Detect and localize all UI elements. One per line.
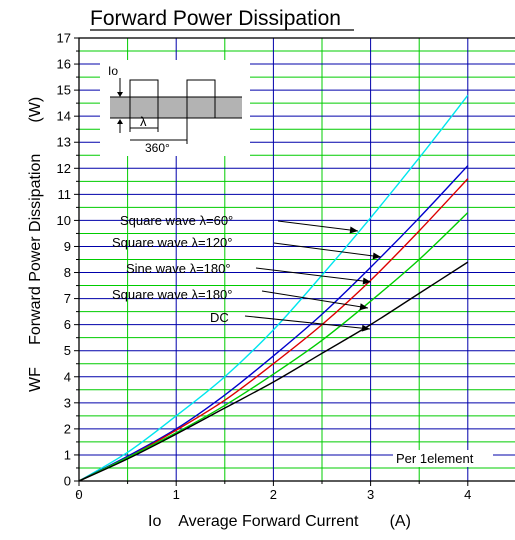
inset-io-label: Io <box>108 64 118 78</box>
series-line-3 <box>78 212 469 482</box>
y-tick-label: 4 <box>64 369 71 384</box>
y-tick-label: 2 <box>64 421 71 436</box>
series-line-0 <box>78 94 469 482</box>
annotation-label: Sine wave λ=180° <box>126 261 231 276</box>
y-tick-label: 11 <box>58 187 72 202</box>
series-layer <box>78 94 469 482</box>
annotation-arrow <box>277 220 359 232</box>
annotation-arrow-head <box>359 303 368 311</box>
per-element-note: Per 1element <box>396 451 474 466</box>
y-tick-label: 16 <box>57 57 71 72</box>
y-axis-label: WF Forward Power Dissipation (W) <box>27 97 44 392</box>
y-tick-label: 13 <box>57 135 71 150</box>
y-tick-label: 10 <box>57 213 71 228</box>
y-tick-label: 15 <box>57 83 71 98</box>
inset-lambda-label: λ <box>140 114 147 129</box>
y-tick-label: 1 <box>64 447 71 462</box>
annotation-label: DC <box>210 310 229 325</box>
x-tick-label: 4 <box>464 487 471 502</box>
x-tick-label: 2 <box>270 487 277 502</box>
y-tick-label: 5 <box>64 343 71 358</box>
annotation-arrow <box>244 315 371 330</box>
y-tick-label: 0 <box>64 474 71 489</box>
annotation-arrow-head <box>362 277 371 285</box>
plot-frame <box>78 37 515 482</box>
y-tick-label: 6 <box>64 317 71 332</box>
y-tick-label: 8 <box>64 265 71 280</box>
annotation-label: Square wave λ=120° <box>112 235 232 250</box>
waveform-inset: Io λ 360° <box>100 60 250 156</box>
x-tick-label: 3 <box>367 487 374 502</box>
annotation-label: Square wave λ=60° <box>120 213 233 228</box>
annotation-arrow <box>261 290 369 309</box>
inset-gray-band <box>110 97 242 118</box>
annotation-arrow <box>273 242 382 258</box>
series-line-1 <box>78 165 469 482</box>
chart-title: Forward Power Dissipation <box>90 7 341 30</box>
y-tick-label: 14 <box>57 109 71 124</box>
y-tick-label: 12 <box>57 161 71 176</box>
annotations: Square wave λ=60° Square wave λ=120° Sine … <box>112 213 382 332</box>
inset-io-arrow-head <box>117 92 123 97</box>
y-tick-label: 7 <box>64 291 71 306</box>
y-tick-label: 9 <box>64 239 71 254</box>
annotation-arrow-head <box>349 226 358 234</box>
y-tick-label: 17 <box>57 31 71 46</box>
x-tick-label: 0 <box>75 487 82 502</box>
x-tick-label: 1 <box>173 487 180 502</box>
x-axis-label: Io Average Forward Current (A) <box>148 513 411 530</box>
annotation-label: Square wave λ=180° <box>112 287 232 302</box>
annotation-arrow-head <box>372 252 381 260</box>
annotation-arrow <box>255 267 372 283</box>
annotation-arrow-head <box>361 324 370 332</box>
inset-square-wave <box>110 79 242 119</box>
series-line-4 <box>78 261 469 482</box>
inset-io-arrow-low-head <box>117 119 123 124</box>
y-tick-label: 3 <box>64 395 71 410</box>
note-background <box>393 450 493 467</box>
inset-period-label: 360° <box>145 141 170 155</box>
